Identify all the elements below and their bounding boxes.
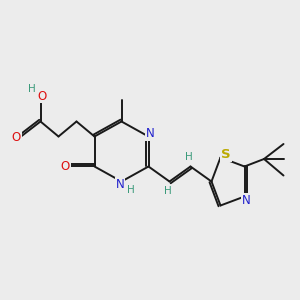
Text: H: H [164,185,172,196]
Text: H: H [127,185,134,195]
Text: H: H [185,152,193,163]
Text: N: N [146,127,155,140]
Text: O: O [12,131,21,145]
Text: H: H [28,83,35,94]
Text: N: N [242,194,250,207]
Text: N: N [116,178,124,191]
Text: O: O [61,160,70,173]
Text: S: S [221,148,231,161]
Text: O: O [38,89,46,103]
